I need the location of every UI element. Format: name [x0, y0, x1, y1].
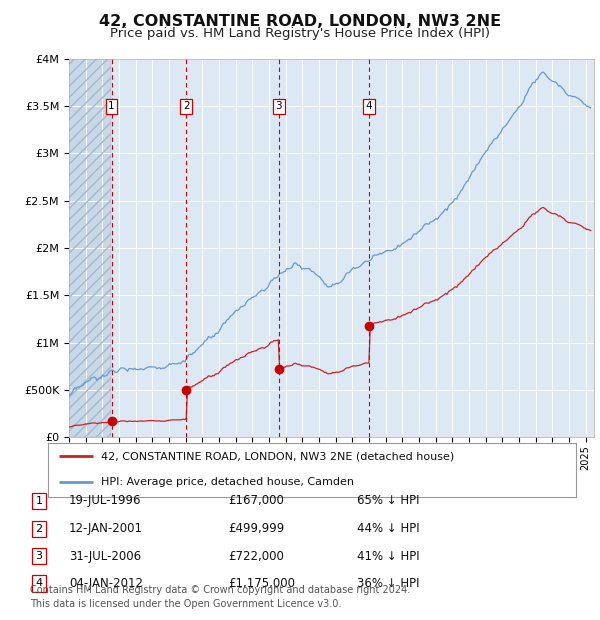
Text: 3: 3	[35, 551, 43, 561]
Bar	[69, 59, 112, 437]
Text: 41% ↓ HPI: 41% ↓ HPI	[357, 550, 419, 562]
Text: 65% ↓ HPI: 65% ↓ HPI	[357, 495, 419, 507]
Text: Price paid vs. HM Land Registry's House Price Index (HPI): Price paid vs. HM Land Registry's House …	[110, 27, 490, 40]
Text: £722,000: £722,000	[228, 550, 284, 562]
Text: 12-JAN-2001: 12-JAN-2001	[69, 523, 143, 535]
Text: 19-JUL-1996: 19-JUL-1996	[69, 495, 142, 507]
Text: 2: 2	[35, 524, 43, 534]
Text: 44% ↓ HPI: 44% ↓ HPI	[357, 523, 419, 535]
Text: 31-JUL-2006: 31-JUL-2006	[69, 550, 141, 562]
Text: HPI: Average price, detached house, Camden: HPI: Average price, detached house, Camd…	[101, 477, 354, 487]
Text: £167,000: £167,000	[228, 495, 284, 507]
Bar	[69, 59, 112, 437]
Text: £499,999: £499,999	[228, 523, 284, 535]
Text: Contains HM Land Registry data © Crown copyright and database right 2024.
This d: Contains HM Land Registry data © Crown c…	[30, 585, 410, 609]
Text: 42, CONSTANTINE ROAD, LONDON, NW3 2NE (detached house): 42, CONSTANTINE ROAD, LONDON, NW3 2NE (d…	[101, 451, 454, 461]
Text: 3: 3	[275, 101, 282, 111]
Text: £1,175,000: £1,175,000	[228, 577, 295, 590]
Text: 36% ↓ HPI: 36% ↓ HPI	[357, 577, 419, 590]
Text: 42, CONSTANTINE ROAD, LONDON, NW3 2NE: 42, CONSTANTINE ROAD, LONDON, NW3 2NE	[99, 14, 501, 29]
Text: 04-JAN-2012: 04-JAN-2012	[69, 577, 143, 590]
Text: 1: 1	[35, 496, 43, 506]
Text: 4: 4	[366, 101, 373, 111]
Text: 1: 1	[108, 101, 115, 111]
Text: 2: 2	[183, 101, 190, 111]
Text: 4: 4	[35, 578, 43, 588]
